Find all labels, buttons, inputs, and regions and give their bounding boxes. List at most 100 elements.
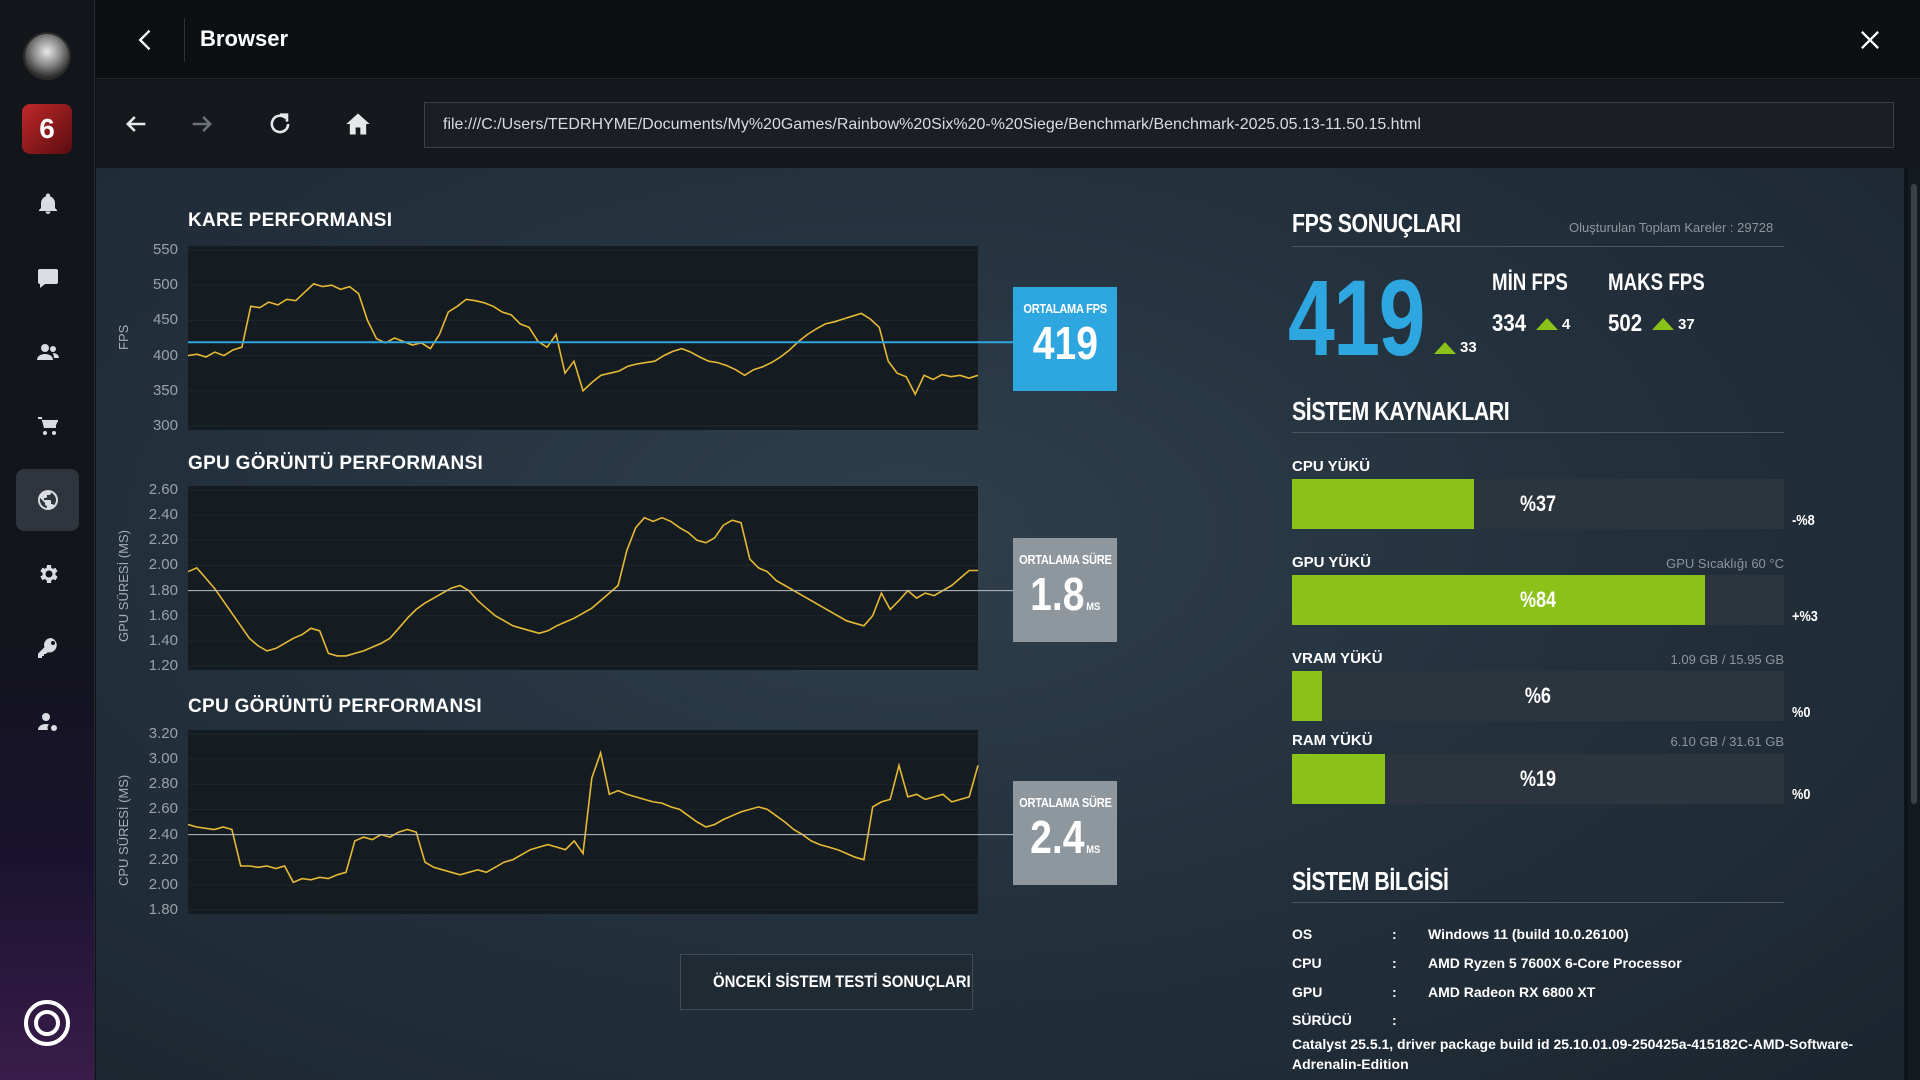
sysinfo-cpu-row: CPU: AMD Ryzen 5 7600X 6-Core Processor	[1292, 955, 1682, 971]
cpu-load-percent: %37	[1292, 479, 1784, 529]
ram-load-text: %19	[1519, 766, 1557, 791]
gpu-chart-title: GPU GÖRÜNTÜ PERFORMANSI	[188, 453, 484, 474]
key-icon	[37, 638, 57, 658]
scrollbar-thumb[interactable]	[1911, 184, 1917, 804]
nav-forward-button[interactable]	[182, 104, 222, 144]
chat-button[interactable]	[16, 247, 79, 309]
avg-cpu-value: 2.4 MS	[1030, 814, 1100, 860]
sysinfo-driver-value: Catalyst 25.5.1, driver package build id…	[1292, 1036, 1854, 1072]
benchmark-page: KARE PERFORMANSI FPS 550 500 450 400 350 300 …	[96, 168, 1904, 1080]
min-fps-delta: 4	[1562, 316, 1571, 333]
y-tick-label: 2.60	[148, 481, 178, 498]
system-resources-title: SİSTEM KAYNAKLARI	[1292, 396, 1510, 426]
avg-fps-big: 419	[1288, 257, 1425, 378]
sysinfo-key: GPU	[1292, 984, 1323, 1000]
user-avatar[interactable]	[23, 32, 71, 80]
vram-load-percent: %6	[1292, 671, 1784, 721]
sysinfo-value: Windows 11 (build 10.0.26100)	[1428, 926, 1629, 942]
reload-button[interactable]	[260, 104, 300, 144]
avg-fps-number: 419	[1032, 317, 1098, 369]
up-triangle-icon	[1652, 318, 1674, 330]
y-tick-label: 400	[152, 346, 178, 364]
gpu-temperature: GPU Sıcaklığı 60 °C	[1666, 556, 1784, 571]
y-tick-label: 1.80	[148, 581, 178, 599]
sysinfo-sep: :	[1392, 955, 1397, 971]
chart-plot-area	[188, 246, 978, 430]
user-settings-icon	[37, 713, 57, 731]
frame-chart	[188, 246, 1018, 430]
window-title: Browser	[200, 26, 289, 51]
vram-load-label: VRAM YÜKÜ	[1292, 650, 1383, 667]
sysinfo-sep: :	[1392, 926, 1397, 942]
cpu-chart	[188, 730, 1018, 914]
avg-cpu-time-box: ORTALAMA SÜRE 2.4 MS	[1013, 781, 1117, 885]
ubisoft-logo-icon[interactable]	[24, 1000, 70, 1046]
avg-fps-box: ORTALAMA FPS 419	[1013, 287, 1117, 391]
nav-back-button[interactable]	[116, 104, 156, 144]
sysinfo-sep: :	[1392, 1012, 1397, 1028]
vram-load-fill	[1292, 671, 1322, 721]
max-fps-delta: 37	[1678, 316, 1695, 333]
fps-results-divider	[1292, 246, 1784, 247]
arrow-left-icon	[126, 116, 146, 132]
browser-nav-bar: file:///C:/Users/TEDRHYME/Documents/My%2…	[96, 80, 1920, 168]
ram-usage: 6.10 GB / 31.61 GB	[1670, 734, 1784, 749]
frame-chart-ylabel: FPS	[116, 324, 131, 350]
y-tick-label: 2.00	[148, 556, 178, 574]
y-tick-label: 2.20	[148, 531, 178, 549]
reload-icon	[270, 113, 290, 134]
gpu-load-bar: %84	[1292, 575, 1784, 625]
sysinfo-key: CPU	[1292, 955, 1322, 971]
cart-icon	[37, 417, 58, 435]
home-icon	[346, 113, 370, 135]
friends-button[interactable]	[16, 321, 79, 383]
gpu-load-label: GPU YÜKÜ	[1292, 554, 1371, 571]
system-info-divider	[1292, 902, 1784, 903]
vram-load-delta: %0	[1792, 704, 1811, 721]
ram-load-bar: %19	[1292, 754, 1784, 804]
cpu-load-text: %37	[1519, 491, 1557, 516]
url-bar[interactable]: file:///C:/Users/TEDRHYME/Documents/My%2…	[424, 102, 1894, 148]
avg-cpu-label: ORTALAMA SÜRE	[1018, 795, 1112, 810]
redeem-key-button[interactable]	[16, 617, 79, 679]
up-triangle-icon	[1536, 318, 1558, 330]
sysinfo-value: AMD Radeon RX 6800 XT	[1428, 984, 1596, 1000]
max-fps-label: MAKS FPS	[1608, 269, 1705, 296]
gpu-chart	[188, 486, 1018, 670]
game-icon-rainbow-six[interactable]: 6	[22, 104, 72, 154]
resources-divider	[1292, 432, 1784, 433]
ram-load-fill	[1292, 754, 1386, 804]
browser-button[interactable]	[16, 469, 79, 531]
chat-icon	[37, 269, 58, 288]
previous-results-button[interactable]: ÖNCEKİ SİSTEM TESTİ SONUÇLARI	[680, 954, 973, 1010]
back-chevron-icon[interactable]	[132, 26, 160, 54]
store-button[interactable]	[16, 395, 79, 457]
avg-gpu-unit: MS	[1086, 601, 1101, 613]
gpu-load-delta: +%3	[1792, 608, 1818, 625]
vram-load-text: %6	[1524, 683, 1552, 708]
avg-gpu-label: ORTALAMA SÜRE	[1018, 552, 1112, 567]
notifications-button[interactable]	[16, 173, 79, 235]
close-icon[interactable]	[1856, 26, 1884, 54]
gpu-load-text: %84	[1519, 587, 1557, 612]
y-tick-label: 500	[152, 276, 178, 294]
avg-gpu-value: 1.8 MS	[1030, 571, 1100, 617]
avg-fps-value: 419	[1032, 320, 1097, 366]
y-tick-label: 2.60	[148, 800, 178, 818]
avg-cpu-number: 2.4	[1029, 811, 1085, 863]
avg-fps-delta: 33	[1460, 339, 1477, 356]
max-fps-value: 502	[1608, 310, 1643, 337]
friends-icon	[36, 344, 59, 360]
y-tick-label: 2.40	[148, 506, 178, 524]
avg-gpu-time-box: ORTALAMA SÜRE 1.8 MS	[1013, 538, 1117, 642]
series-line	[188, 749, 979, 884]
home-button[interactable]	[338, 104, 378, 144]
page-scrollbar[interactable]	[1908, 168, 1920, 1080]
cpu-load-fill	[1292, 479, 1475, 529]
settings-button[interactable]	[16, 543, 79, 605]
total-frames: Oluşturulan Toplam Kareler : 29728	[1569, 220, 1774, 235]
avg-cpu-unit: MS	[1086, 844, 1101, 856]
cpu-chart-ylabel: CPU SÜRESİ (MS)	[116, 774, 131, 886]
series-line	[188, 516, 978, 657]
account-settings-button[interactable]	[16, 691, 79, 753]
